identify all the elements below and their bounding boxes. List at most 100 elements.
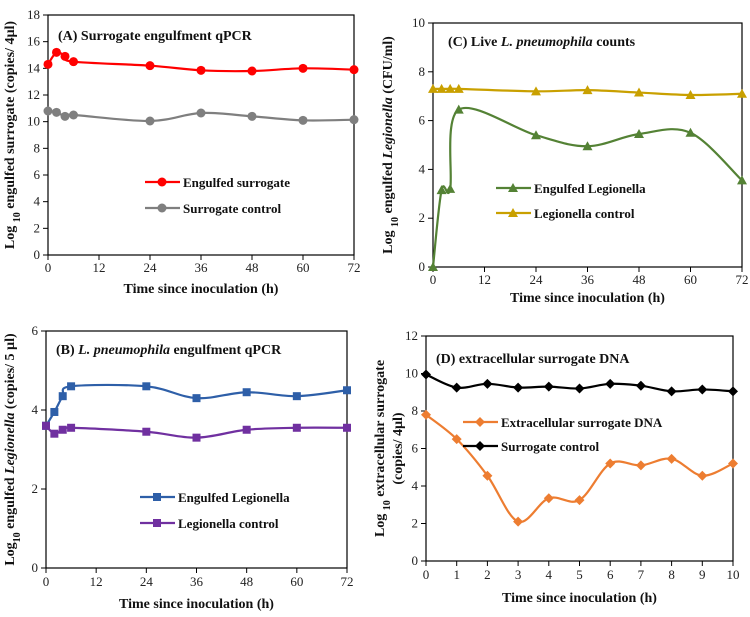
x-tick-label: 7	[638, 567, 645, 582]
x-tick-label: 60	[297, 260, 310, 275]
data-point	[58, 425, 67, 434]
data-point	[574, 383, 585, 394]
data-point	[58, 392, 67, 401]
data-point	[513, 382, 524, 393]
x-tick-label: 24	[140, 574, 154, 589]
y-tick-label: 10	[405, 366, 418, 381]
label-part: Legionella	[381, 97, 396, 159]
data-point	[436, 185, 447, 195]
data-point	[196, 65, 206, 75]
legend-label: Legionella control	[534, 206, 635, 221]
x-tick-label: 6	[607, 567, 614, 582]
label-part: engulfed surrogate (copies/ 4µl)	[3, 21, 18, 213]
series-line	[45, 383, 348, 427]
data-point	[482, 470, 493, 481]
label-part: (C) Live	[448, 35, 501, 50]
y-tick-label: 0	[412, 553, 419, 568]
legend-label: Engulfed Legionella	[178, 490, 290, 505]
data-point	[43, 59, 53, 69]
data-point	[737, 175, 747, 185]
label-part: 10	[390, 217, 401, 227]
data-point	[482, 378, 493, 389]
legend-marker	[475, 417, 485, 427]
label-part: Log	[373, 510, 388, 537]
label-part: (CFU/ml)	[381, 36, 396, 97]
legend-marker	[157, 203, 167, 213]
y-axis-label: Log 10 engulfed Legionella (CFU/ml)	[381, 36, 401, 254]
legend-entry: Engulfed surrogate	[145, 175, 290, 190]
x-axis-label: Time since inoculation (h)	[119, 597, 274, 612]
series-extracellular-surrogate-dna	[421, 409, 738, 527]
x-tick-label: 72	[341, 574, 354, 589]
data-point	[634, 129, 644, 139]
legend-marker	[157, 177, 167, 187]
legend-label: Surrogate control	[183, 201, 281, 216]
series-line	[431, 106, 743, 268]
legend-marker	[508, 183, 518, 192]
x-axis-label: Time since inoculation (h)	[124, 282, 279, 297]
label-part: Log	[3, 222, 18, 249]
data-point	[605, 378, 616, 389]
data-point	[428, 262, 438, 271]
legend-marker	[508, 208, 518, 217]
series-surrogate-control	[421, 369, 738, 397]
y-tick-label: 2	[419, 210, 426, 225]
data-point	[451, 382, 462, 393]
series-line	[425, 413, 734, 523]
x-tick-label: 60	[290, 574, 303, 589]
data-point	[451, 434, 462, 445]
data-point	[292, 392, 301, 401]
x-tick-label: 9	[699, 567, 706, 582]
legend-marker	[153, 519, 161, 527]
data-point	[247, 111, 257, 121]
data-point	[298, 63, 308, 73]
data-point	[42, 421, 50, 430]
data-point	[67, 423, 76, 432]
x-tick-label: 36	[581, 272, 595, 287]
y-tick-label: 12	[27, 87, 40, 102]
y-tick-label: 6	[412, 441, 419, 456]
x-tick-label: 36	[195, 260, 209, 275]
label-part: 10	[12, 212, 23, 222]
y-tick-label: 4	[419, 161, 426, 176]
y-tick-label: 8	[412, 403, 419, 418]
y-tick-label: 12	[405, 328, 418, 343]
data-point	[728, 458, 738, 469]
legend-entry: Legionella control	[496, 206, 635, 221]
y-tick-label: 2	[34, 220, 41, 235]
series-engulfed-surrogate	[43, 47, 359, 76]
x-tick-label: 72	[348, 260, 361, 275]
legend-marker	[475, 441, 485, 451]
y-tick-label: 4	[32, 402, 39, 417]
legend-label: Legionella control	[178, 516, 279, 531]
data-point	[145, 116, 155, 126]
x-tick-label: 4	[546, 567, 553, 582]
y-axis-label: Log10 engulfed Legionella (copies/ 5 µl)	[3, 333, 23, 566]
y-tick-label: 0	[419, 259, 426, 274]
legend-entry: Engulfed Legionella	[140, 490, 290, 505]
series-engulfed-legionella	[428, 104, 747, 271]
data-point	[685, 127, 696, 137]
x-tick-label: 0	[43, 574, 50, 589]
y-tick-label: 0	[34, 247, 41, 262]
data-point	[445, 183, 456, 193]
series-engulfed-legionella	[42, 382, 351, 430]
y-tick-label: 10	[27, 114, 40, 129]
data-point	[697, 470, 708, 481]
y-tick-label: 6	[32, 323, 39, 338]
data-point	[582, 85, 593, 95]
data-point	[605, 458, 616, 469]
plot-frame	[45, 330, 348, 569]
x-axis-label: Time since inoculation (h)	[502, 591, 657, 606]
legend-entry: Engulfed Legionella	[496, 181, 646, 196]
data-point	[247, 66, 257, 76]
x-tick-label: 3	[515, 567, 522, 582]
data-point	[52, 47, 61, 57]
legend-label: Extracellular surrogate DNA	[501, 415, 663, 430]
x-axis-label: Time since inoculation (h)	[510, 291, 665, 306]
data-point	[242, 388, 251, 397]
label-part: (B)	[56, 343, 78, 358]
